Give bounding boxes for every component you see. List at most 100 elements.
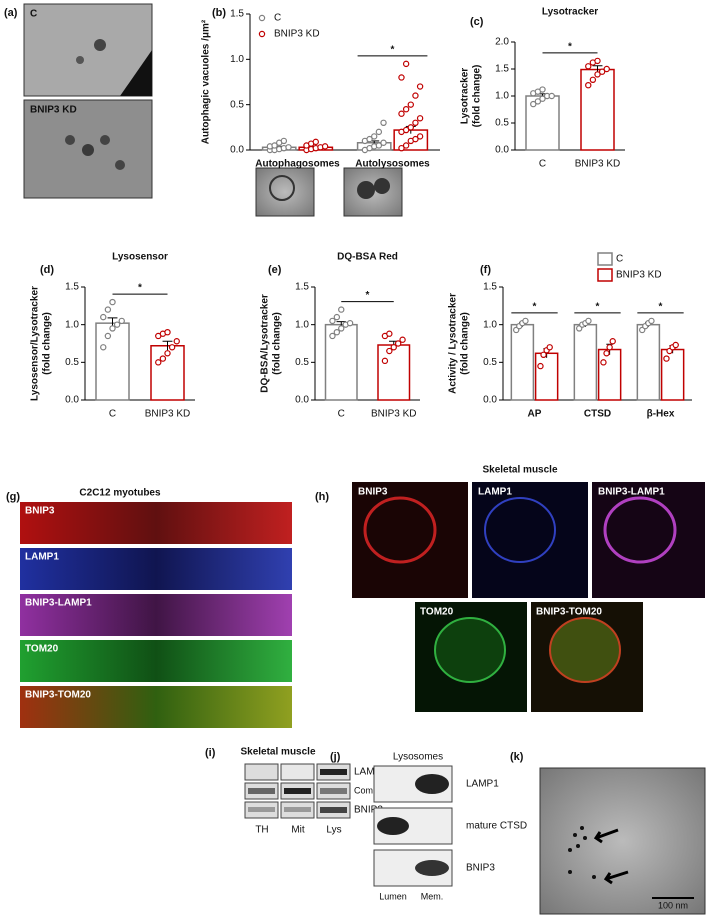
data-point	[402, 60, 410, 68]
fluorescence-image	[472, 482, 588, 598]
panel-title: Skeletal muscle	[240, 747, 315, 758]
data-point	[398, 144, 405, 152]
data-point	[375, 128, 383, 136]
y-tick-label: 1.5	[65, 282, 79, 293]
panel-label: (j)	[330, 751, 341, 763]
data-point	[594, 71, 601, 78]
data-point	[109, 298, 116, 306]
significance-label: *	[596, 302, 600, 313]
vacuole	[115, 160, 125, 170]
data-point	[159, 355, 167, 362]
vacuole	[269, 175, 295, 201]
data-point	[285, 144, 292, 151]
bar	[377, 344, 411, 401]
data-point	[155, 359, 162, 366]
x-tick-label: BNIP3 KD	[371, 409, 417, 420]
data-point	[648, 317, 655, 325]
x-tick-label: BNIP3 KD	[575, 159, 621, 170]
panel-label: (g)	[6, 491, 20, 503]
gold-particles	[568, 826, 596, 879]
data-point	[312, 138, 319, 146]
data-point	[416, 115, 424, 122]
data-point	[381, 357, 389, 365]
data-point	[375, 142, 383, 149]
x-tick-label: AP	[528, 409, 542, 420]
bar	[534, 352, 559, 401]
fluorescence-image	[352, 482, 468, 598]
image-label: BNIP3-TOM20	[25, 690, 91, 701]
image-label: BNIP3	[25, 506, 55, 517]
blot-label: mature CTSD	[466, 821, 527, 832]
x-tick-label: Autolysosomes	[355, 159, 430, 170]
y-tick-label: 1.0	[65, 319, 79, 330]
image-label: LAMP1	[478, 487, 512, 498]
data-point	[603, 65, 610, 73]
legend-label: BNIP3 KD	[616, 270, 662, 281]
data-point	[606, 344, 613, 351]
data-point	[412, 119, 419, 127]
y-tick-label: 0.5	[65, 357, 79, 368]
y-tick-label: 1.0	[230, 54, 244, 65]
data-point	[398, 74, 405, 81]
data-point	[530, 100, 537, 108]
data-point	[600, 359, 607, 366]
legend-marker	[258, 30, 266, 38]
y-axis-label: (fold change)	[472, 65, 483, 128]
data-point	[534, 98, 542, 105]
data-point	[585, 81, 592, 89]
arrow	[603, 870, 629, 885]
data-point	[398, 110, 405, 117]
data-point	[386, 347, 393, 355]
chart-title: Lysosensor	[112, 252, 168, 263]
bar	[580, 68, 615, 151]
chart-title: DQ-BSA Red	[337, 252, 398, 263]
data-point	[585, 63, 592, 70]
fiber-outline	[434, 617, 506, 683]
y-tick-label: 0.0	[295, 395, 309, 406]
lane-label: Mem.	[421, 891, 444, 901]
data-point	[609, 338, 616, 345]
y-axis-label: (fold change)	[272, 312, 283, 375]
bar	[573, 323, 598, 401]
x-tick-label: β-Hex	[647, 409, 675, 420]
y-tick-label: 1.5	[483, 282, 497, 293]
significance-label: *	[138, 283, 142, 294]
panel-title: Lysosomes	[393, 752, 443, 763]
vacuole	[82, 144, 94, 156]
data-point	[329, 317, 336, 325]
y-axis-label: (fold change)	[42, 312, 53, 375]
x-tick-label: C	[338, 409, 345, 420]
y-tick-label: 0.0	[495, 145, 509, 156]
y-tick-label: 0.5	[295, 357, 309, 368]
data-point	[399, 336, 406, 343]
data-point	[100, 344, 107, 351]
y-axis-label: Lysosensor/Lysotracker	[30, 286, 41, 401]
fluorescence-image	[20, 686, 292, 728]
panel-label: (a)	[4, 7, 18, 19]
x-tick-label: BNIP3 KD	[145, 409, 191, 420]
data-point	[402, 126, 410, 134]
fluorescence-image	[20, 594, 292, 636]
blot-label: LAMP1	[354, 767, 387, 778]
data-point	[585, 317, 592, 325]
fiber-outline	[484, 497, 556, 563]
data-point	[164, 350, 171, 357]
lane-label: Lys	[326, 825, 341, 836]
fluorescence-image	[592, 482, 705, 598]
western-blot	[373, 765, 453, 887]
data-point	[104, 332, 112, 340]
image-label: BNIP3-LAMP1	[25, 598, 92, 609]
y-tick-label: 0.0	[65, 395, 79, 406]
fiber-outline	[363, 496, 437, 564]
data-point	[380, 139, 387, 146]
panel-label: (e)	[268, 264, 282, 276]
blot-label: BNIP3	[354, 805, 383, 816]
data-point	[109, 325, 116, 332]
data-point	[390, 344, 397, 351]
x-tick-label: CTSD	[584, 409, 611, 420]
significance-label: *	[659, 302, 663, 313]
data-point	[104, 306, 112, 313]
y-tick-label: 1.0	[483, 319, 497, 330]
image-label: C	[30, 9, 37, 20]
